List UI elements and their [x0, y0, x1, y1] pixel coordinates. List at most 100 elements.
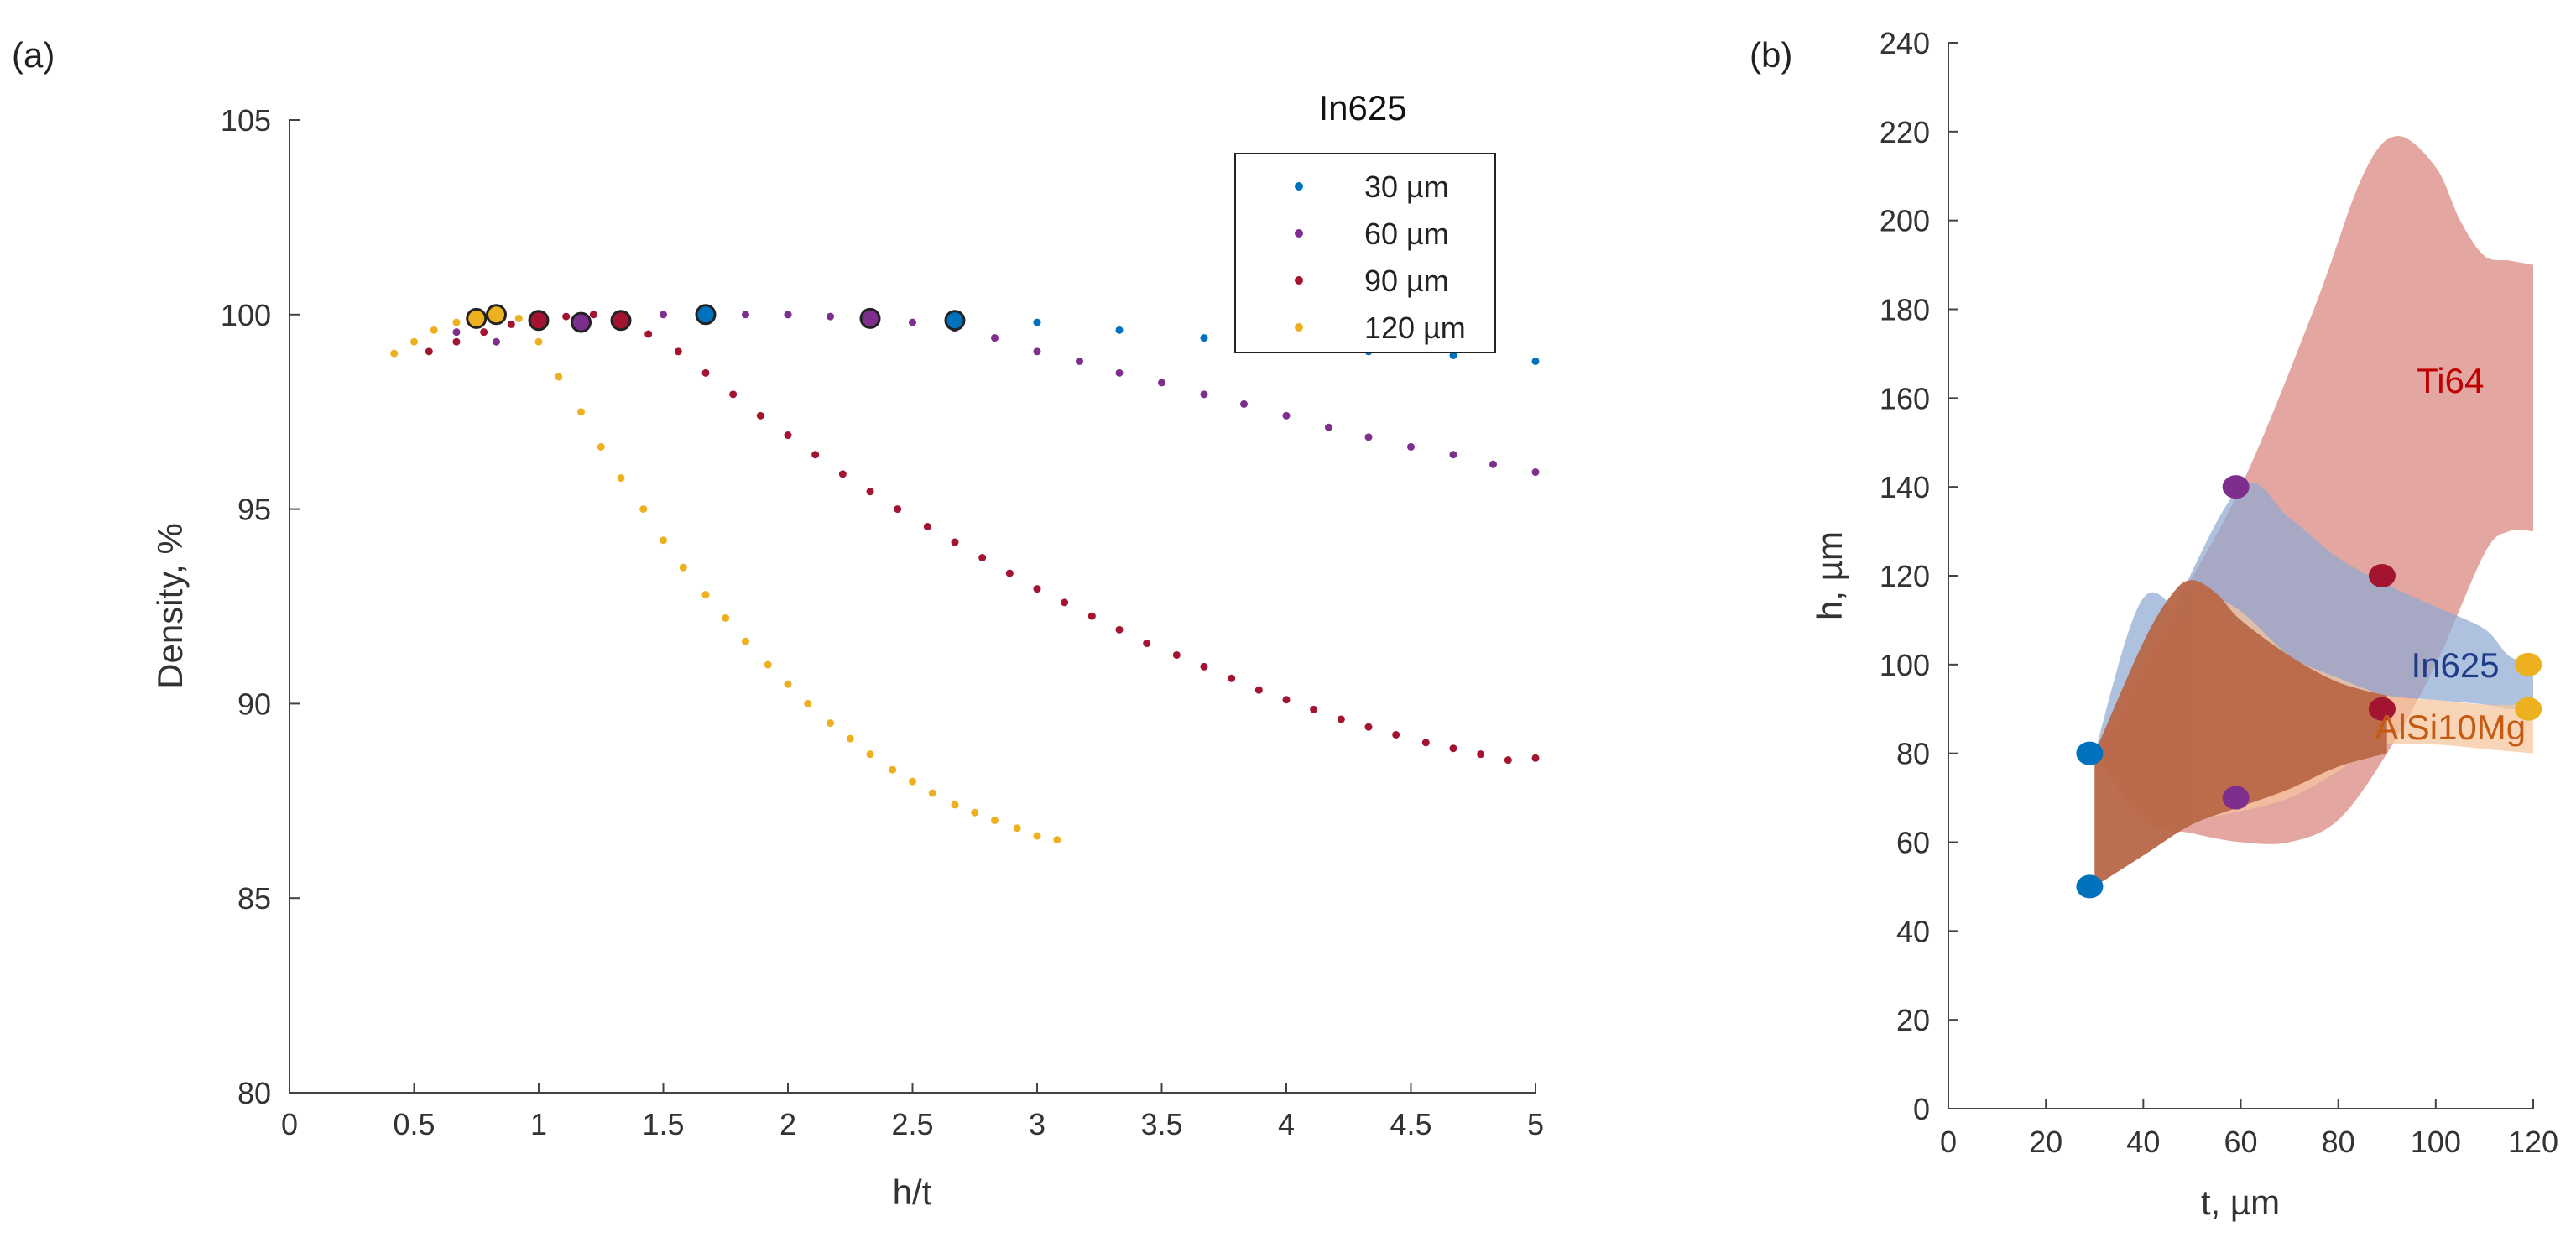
x-tick-label-a: 4	[1278, 1107, 1295, 1141]
y-tick-label-b: 160	[1880, 381, 1930, 415]
data-point-0	[1200, 334, 1208, 342]
data-point-2	[1364, 723, 1373, 731]
x-tick-label-a: 3	[1029, 1107, 1046, 1141]
data-point-2	[1172, 650, 1181, 659]
data-point-2	[674, 347, 682, 356]
region-label-in625: In625	[2412, 645, 2500, 685]
legend-a: 30 µm 60 µm 90 µm 120 µm	[1234, 153, 1496, 353]
data-point-2	[1449, 744, 1457, 753]
data-point-3	[410, 337, 418, 346]
data-point-1	[1407, 442, 1415, 451]
data-point-3	[701, 591, 710, 599]
data-point-2	[866, 488, 874, 496]
data-point-3	[909, 777, 916, 786]
x-tick-label-a: 1.5	[642, 1107, 684, 1141]
data-point-2	[1392, 730, 1400, 739]
data-point-2	[1061, 598, 1069, 607]
data-point-2	[1531, 754, 1540, 762]
legend-marker-1	[1295, 229, 1303, 238]
data-point-3	[804, 699, 812, 707]
data-point-3	[1033, 832, 1041, 840]
highlight-point-1	[859, 307, 881, 329]
data-point-0	[1033, 318, 1041, 326]
panel-label-a: (a)	[12, 35, 55, 75]
data-point-3	[555, 373, 563, 381]
data-point-1	[1158, 379, 1165, 387]
data-point-2	[1337, 715, 1345, 723]
y-tick-label-b: 200	[1880, 204, 1930, 238]
y-tick-label-a: 105	[221, 103, 271, 138]
x-tick-label-a: 4.5	[1390, 1107, 1431, 1141]
x-axis-label-b: t, µm	[2201, 1183, 2280, 1222]
data-point-1	[452, 328, 461, 337]
data-point-1	[784, 311, 792, 319]
data-point-1	[1075, 357, 1083, 365]
data-point-3	[991, 816, 999, 824]
data-point-2	[951, 538, 959, 546]
highlight-point-3	[466, 307, 488, 329]
data-point-3	[514, 314, 523, 322]
y-axis-label-a: Density, %	[150, 523, 190, 689]
data-point-3	[826, 719, 834, 728]
data-point-2	[1143, 640, 1151, 648]
data-point-3	[679, 563, 687, 572]
data-point-2	[452, 337, 461, 346]
legend-marker-2	[1295, 276, 1303, 285]
data-point-3	[576, 408, 585, 416]
highlight-point-3	[486, 304, 508, 326]
data-point-2	[562, 312, 571, 321]
data-point-2	[1228, 674, 1236, 682]
data-point-2	[838, 470, 847, 478]
data-point-2	[425, 347, 433, 356]
x-tick-label-b: 60	[2224, 1125, 2257, 1159]
data-point-2	[1200, 662, 1208, 671]
panel-b: (b) 0 20 40 60 80 100 120 0 20 40 60 80 100 120 140 160…	[1749, 26, 2558, 1222]
x-axis-label-a: h/t	[893, 1172, 932, 1212]
y-tick-label-b: 140	[1880, 470, 1930, 504]
data-point-3	[430, 326, 438, 334]
data-point-2	[589, 311, 597, 319]
y-tick-label-b: 120	[1880, 559, 1930, 593]
region-marker-7	[2515, 697, 2542, 721]
data-point-3	[660, 536, 667, 545]
data-point-1	[1531, 468, 1540, 477]
data-point-3	[722, 613, 730, 622]
y-tick-label-b: 20	[1896, 1003, 1930, 1037]
y-tick-label-b: 0	[1913, 1092, 1930, 1126]
data-point-2	[701, 368, 710, 377]
data-point-3	[639, 505, 648, 514]
legend-label-2: 90 µm	[1364, 264, 1449, 298]
data-point-1	[826, 312, 834, 321]
region-marker-3	[2222, 786, 2250, 810]
data-point-1	[909, 318, 916, 326]
y-tick-label-b: 40	[1896, 914, 1930, 948]
data-point-2	[1005, 569, 1014, 577]
data-point-3	[866, 750, 874, 759]
data-point-0	[1531, 357, 1540, 365]
y-tick-label-a: 100	[221, 298, 271, 332]
legend-marker-0	[1295, 182, 1303, 191]
data-point-1	[660, 311, 667, 319]
data-point-3	[534, 337, 543, 346]
region-marker-4	[2368, 564, 2396, 587]
data-point-3	[617, 474, 625, 483]
highlight-point-1	[570, 311, 592, 333]
data-point-1	[1489, 460, 1498, 468]
data-point-1	[1033, 347, 1041, 356]
data-point-3	[452, 318, 461, 326]
data-point-1	[1449, 451, 1457, 459]
x-tick-label-b: 20	[2029, 1125, 2062, 1159]
y-tick-label-b: 80	[1896, 737, 1930, 771]
region-label-ti64: Ti64	[2417, 361, 2484, 400]
x-tick-label-b: 0	[1940, 1125, 1957, 1159]
data-point-2	[923, 522, 931, 530]
data-point-1	[1200, 390, 1208, 399]
data-point-0	[1449, 351, 1457, 359]
y-tick-label-b: 100	[1880, 648, 1930, 682]
data-point-2	[1504, 756, 1512, 765]
data-point-2	[507, 320, 515, 328]
data-point-2	[729, 390, 738, 399]
data-point-3	[1013, 824, 1021, 833]
data-point-2	[1087, 612, 1096, 620]
data-point-1	[991, 334, 999, 342]
